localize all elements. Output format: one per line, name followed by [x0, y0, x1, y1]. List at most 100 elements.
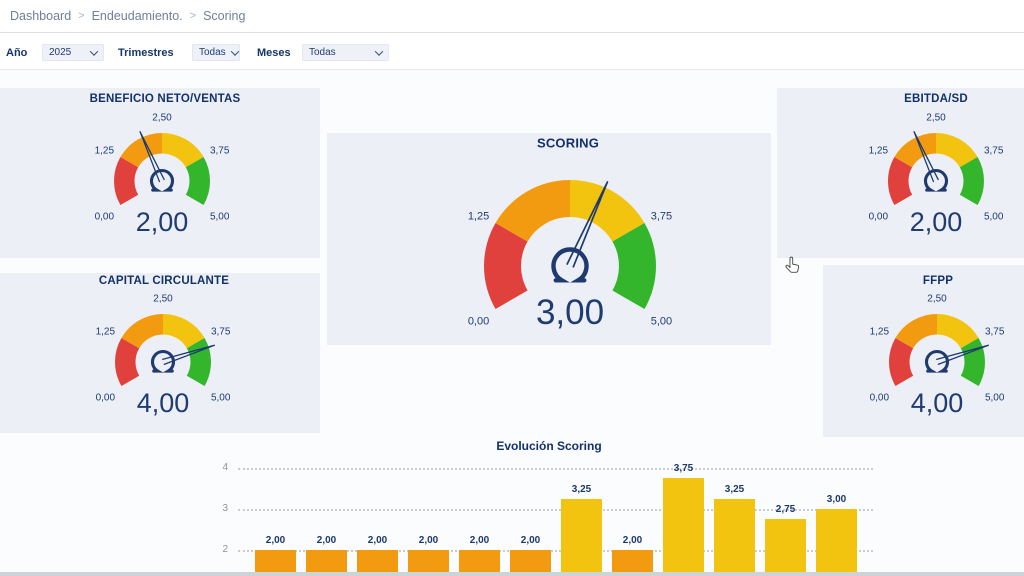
gauge-tick-label: 5,00 [211, 393, 231, 404]
gauge-segment [114, 157, 139, 205]
gauge-segment [889, 338, 914, 386]
bar [357, 550, 398, 576]
gauge-tick-label: 1,25 [95, 146, 115, 157]
gauge-tick-label: 0,00 [468, 315, 489, 327]
gauge-ebitda-sd: 0,00 1,25 2,50 3,75 5,00 2,00 [869, 113, 1004, 236]
gauge-capital-circulante: 0,00 1,25 2,50 3,75 5,00 4,00 [96, 294, 231, 417]
chevron-down-icon [89, 46, 99, 56]
bar-label: 2,00 [265, 535, 286, 546]
bar [816, 509, 857, 576]
gauge-tick-label: 3,75 [210, 146, 230, 157]
bar [663, 478, 704, 576]
card-beneficio-neto-ventas [0, 88, 320, 258]
gauge-segment [484, 223, 528, 309]
meses-dropdown[interactable]: Todas [302, 44, 389, 61]
gauge-needle [913, 131, 939, 183]
gauge-tick-label: 3,75 [211, 327, 231, 338]
gauge-segment [570, 180, 645, 242]
bar-label: 3,25 [724, 483, 745, 495]
gauge-value: 4,00 [911, 388, 964, 417]
bar-label: 2,00 [367, 535, 388, 546]
y-axis-tick-label: 3 [222, 503, 228, 514]
trimestres-dropdown-value: Todas [199, 47, 226, 58]
bar [765, 519, 806, 576]
gauge-title-scoring: SCORING [536, 135, 600, 151]
gauge-tick-label: 3,75 [985, 327, 1005, 338]
bar-label: 3,75 [673, 463, 694, 475]
gauge-value: 2,00 [910, 207, 963, 236]
gauge-title-ebitda-sd: EBITDA/SD [904, 93, 968, 105]
bar-label: 2,00 [622, 535, 643, 546]
gridline [238, 468, 873, 470]
trimestres-dropdown[interactable]: Todas [192, 44, 240, 61]
gauge-segment [895, 314, 937, 349]
gauge-value: 2,00 [136, 207, 189, 236]
bar-label: 2,75 [775, 504, 796, 516]
gauge-segment [612, 223, 656, 309]
gauge-tick-label: 2,50 [927, 294, 947, 305]
bar-label: 2,00 [520, 535, 541, 546]
gauge-tick-label: 1,25 [96, 327, 116, 338]
bar [714, 498, 755, 576]
gauge-title-ffpp: FFPP [922, 275, 954, 287]
gauge-tick-label: 0,00 [95, 212, 115, 223]
filter-bar: Año 2025 Trimestres Todas Meses Todas [0, 34, 1024, 70]
y-axis-tick-label: 2 [222, 544, 228, 555]
chevron-down-icon [230, 46, 239, 56]
filter-label-trimestres: Trimestres [118, 47, 174, 59]
gridline [238, 550, 873, 552]
chart-title-evolucion-scoring: Evolución Scoring [496, 439, 602, 453]
breadcrumb-separator: > [189, 10, 197, 22]
gauge-scoring: 0,001,252,503,755,003,00 [468, 180, 672, 332]
gauge-segment [121, 314, 163, 349]
gauge-tick-label: 1,25 [468, 210, 489, 222]
gauge-segment [186, 338, 211, 386]
filter-label-meses: Meses [257, 47, 291, 59]
chevron-down-icon [374, 46, 384, 56]
gauge-needle [139, 131, 165, 183]
gauge-tick-label: 2,50 [152, 113, 172, 124]
bar [306, 550, 347, 576]
bar-label: 3,25 [571, 483, 592, 495]
gauge-tick-label: 1,25 [870, 327, 890, 338]
gauge-value: 3,00 [536, 293, 604, 332]
gauge-tick-label: 1,25 [869, 146, 889, 157]
cursor-pointer-icon [785, 256, 800, 273]
gridline [238, 509, 873, 511]
gauge-segment [936, 133, 978, 168]
bar-label: 2,00 [469, 535, 490, 546]
gauge-segment [937, 314, 979, 349]
gauge-needle [566, 181, 609, 268]
gauge-tick-label: 3,75 [984, 146, 1004, 157]
bar [408, 550, 449, 576]
gauge-tick-label: 0,00 [96, 393, 116, 404]
breadcrumb-item-endeudamiento[interactable]: Endeudamiento. [91, 9, 183, 23]
gauge-value: 4,00 [137, 388, 190, 417]
breadcrumb-item-dashboard[interactable]: Dashboard [10, 9, 72, 23]
gauge-tick-label: 3,75 [651, 210, 672, 222]
gauge-hub-icon [150, 350, 176, 373]
gauge-title-capital-circulante: CAPITAL CIRCULANTE [98, 275, 230, 287]
gauge-segment [888, 157, 913, 205]
breadcrumb-item-scoring[interactable]: Scoring [203, 9, 246, 23]
gauge-ffpp: 0,00 1,25 2,50 3,75 5,00 4,00 [870, 294, 1005, 417]
gauge-tick-label: 2,50 [926, 113, 946, 124]
bar [255, 550, 296, 576]
breadcrumb-separator: > [78, 10, 85, 22]
card-ffpp [823, 265, 1024, 437]
bar [561, 498, 602, 576]
gauge-needle [162, 344, 216, 366]
bar-label: 2,00 [316, 535, 337, 546]
gauge-tick-label: 5,00 [984, 212, 1004, 223]
window-bottom-strip [0, 572, 1024, 576]
gauge-tick-label: 5,00 [210, 212, 230, 223]
gauge-segment [185, 157, 210, 205]
gauge-beneficio-neto-ventas: 0,00 1,25 2,50 3,75 5,00 2,00 [95, 113, 230, 236]
gauge-segment [959, 157, 984, 205]
year-dropdown[interactable]: 2025 [42, 44, 104, 61]
year-dropdown-value: 2025 [49, 47, 72, 58]
y-axis-tick-label: 4 [222, 462, 228, 473]
gauge-segment [162, 133, 204, 168]
gauge-title-beneficio-neto-ventas: BENEFICIO NETO/VENTAS [89, 93, 241, 105]
